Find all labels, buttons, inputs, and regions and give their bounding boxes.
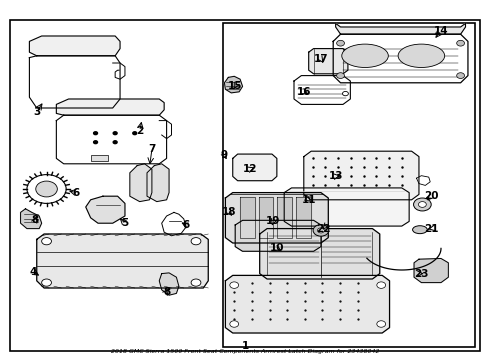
Circle shape [191, 279, 201, 286]
Ellipse shape [342, 44, 388, 68]
Text: 13: 13 [328, 171, 343, 181]
Circle shape [42, 238, 51, 245]
Polygon shape [309, 49, 348, 74]
Ellipse shape [413, 226, 427, 234]
Circle shape [36, 181, 57, 197]
Polygon shape [240, 197, 255, 238]
Polygon shape [277, 197, 292, 238]
Polygon shape [304, 151, 419, 200]
Text: 15: 15 [228, 81, 243, 91]
Text: 1: 1 [242, 341, 248, 351]
Bar [223, 23, 475, 347]
Polygon shape [296, 197, 311, 238]
Polygon shape [416, 176, 430, 185]
Circle shape [457, 73, 465, 78]
Circle shape [230, 321, 239, 327]
Text: 17: 17 [314, 54, 328, 64]
Text: 9: 9 [221, 150, 228, 160]
Text: 10: 10 [270, 243, 284, 253]
Circle shape [377, 282, 386, 288]
Text: 4: 4 [29, 267, 37, 277]
Circle shape [318, 228, 324, 233]
Circle shape [418, 202, 426, 207]
Polygon shape [233, 154, 277, 181]
Polygon shape [333, 34, 468, 83]
Text: 5: 5 [122, 218, 128, 228]
Text: 7: 7 [148, 144, 156, 154]
Text: 18: 18 [222, 207, 237, 217]
Polygon shape [29, 36, 120, 56]
Text: 8: 8 [163, 287, 170, 297]
Polygon shape [225, 275, 390, 333]
Circle shape [343, 91, 348, 96]
Polygon shape [147, 164, 169, 202]
Text: 3: 3 [33, 107, 40, 117]
Text: 8: 8 [32, 215, 39, 225]
Circle shape [337, 73, 344, 78]
Text: 23: 23 [414, 269, 429, 279]
Text: 6: 6 [73, 188, 79, 198]
Circle shape [42, 279, 51, 286]
Text: 12: 12 [243, 164, 257, 174]
Circle shape [113, 141, 117, 144]
Polygon shape [37, 234, 208, 288]
Polygon shape [235, 220, 321, 251]
Polygon shape [21, 209, 42, 229]
Circle shape [230, 282, 239, 288]
Text: 20: 20 [424, 191, 439, 201]
Ellipse shape [398, 44, 444, 68]
Circle shape [377, 321, 386, 327]
Circle shape [191, 238, 201, 245]
Text: 2: 2 [136, 126, 143, 136]
Polygon shape [225, 193, 328, 243]
Text: 22: 22 [316, 224, 331, 234]
Polygon shape [56, 115, 167, 164]
Polygon shape [86, 196, 125, 223]
Text: 21: 21 [424, 224, 439, 234]
Polygon shape [414, 258, 448, 283]
Polygon shape [159, 273, 179, 295]
Circle shape [133, 132, 137, 135]
Polygon shape [284, 188, 409, 226]
Polygon shape [294, 76, 350, 104]
Circle shape [414, 198, 431, 211]
Circle shape [337, 40, 344, 46]
Circle shape [113, 132, 117, 135]
Polygon shape [260, 229, 380, 279]
Circle shape [313, 225, 329, 236]
Circle shape [27, 175, 66, 203]
Polygon shape [336, 23, 466, 34]
Text: 16: 16 [296, 87, 311, 97]
Polygon shape [130, 164, 152, 202]
Text: 6: 6 [183, 220, 190, 230]
Text: 14: 14 [434, 26, 448, 36]
Polygon shape [259, 197, 273, 238]
Polygon shape [56, 99, 164, 115]
Polygon shape [162, 212, 186, 236]
Circle shape [94, 132, 98, 135]
Polygon shape [29, 56, 120, 108]
Circle shape [457, 40, 465, 46]
Circle shape [94, 141, 98, 144]
Text: 19: 19 [266, 216, 281, 226]
Polygon shape [224, 76, 243, 93]
Text: 2018 GMC Sierra 1500 Front Seat Components Armrest Latch Diagram for 23438042: 2018 GMC Sierra 1500 Front Seat Componen… [111, 348, 379, 354]
Text: 11: 11 [301, 195, 316, 205]
Bar [91, 155, 108, 161]
